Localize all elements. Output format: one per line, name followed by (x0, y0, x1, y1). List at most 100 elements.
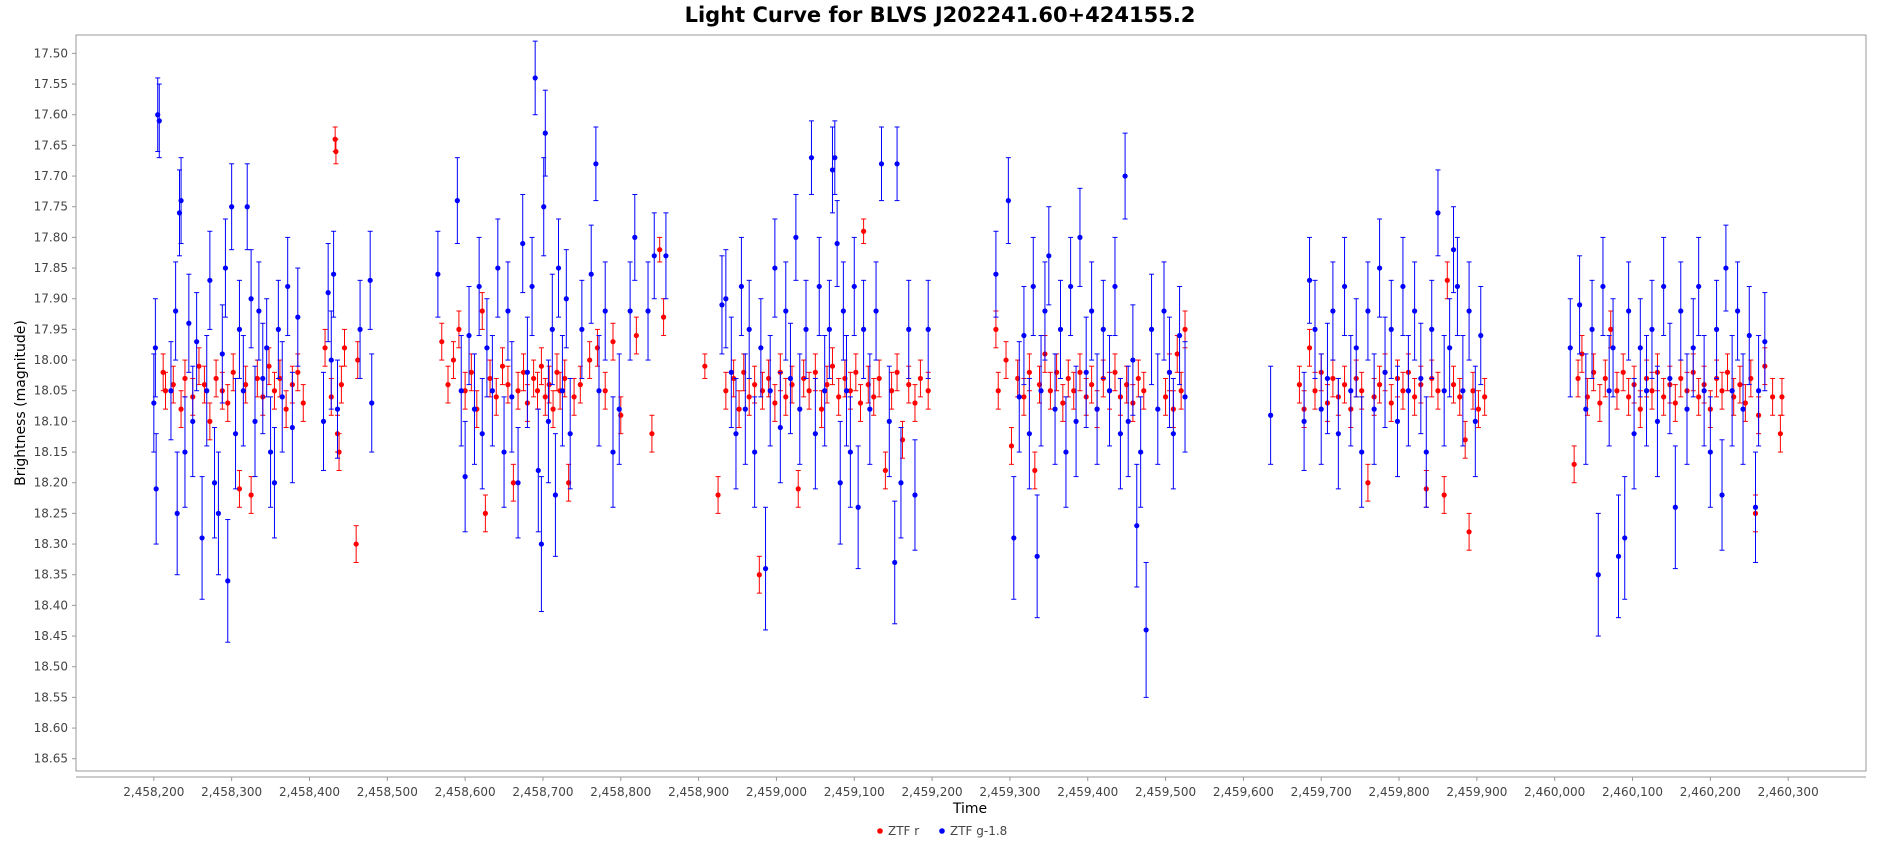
data-point (1719, 388, 1725, 394)
data-point (1021, 332, 1027, 339)
y-tick-label: 17.90 (34, 292, 68, 306)
data-point (236, 486, 243, 492)
data-point (260, 375, 266, 382)
data-point (1073, 418, 1079, 424)
data-point (1296, 382, 1303, 388)
data-point (1571, 461, 1577, 467)
data-point (355, 357, 361, 363)
data-point (1631, 431, 1637, 437)
data-point (529, 283, 535, 290)
data-point (1106, 388, 1113, 394)
data-point (758, 345, 764, 351)
data-point (783, 308, 789, 314)
data-point (1083, 369, 1089, 375)
data-point (1719, 492, 1725, 498)
data-point (538, 541, 545, 547)
data-point (1122, 173, 1128, 179)
data-point (1460, 388, 1466, 394)
data-point (1330, 308, 1336, 314)
data-point (588, 271, 594, 277)
data-point (1047, 388, 1053, 394)
data-point (236, 326, 243, 332)
data-point (1026, 369, 1032, 375)
y-tick-label: 18.60 (34, 721, 68, 735)
x-tick-label: 2,460,200 (1680, 785, 1741, 799)
data-point (532, 75, 538, 81)
data-point (993, 271, 999, 277)
x-tick-label: 2,460,300 (1758, 785, 1819, 799)
data-point (1737, 382, 1743, 388)
data-point (1583, 406, 1589, 412)
data-point (925, 388, 931, 394)
data-point (325, 290, 331, 296)
series-ztf-g (151, 40, 1768, 698)
data-point (535, 467, 541, 474)
data-point (462, 388, 468, 394)
data-point (752, 382, 758, 388)
data-point (207, 277, 213, 283)
y-tick-label: 18.20 (34, 476, 68, 490)
y-tick-label: 17.65 (34, 138, 68, 152)
data-point (752, 449, 758, 455)
data-point (1450, 382, 1457, 388)
data-point (728, 369, 734, 375)
data-point (1130, 357, 1136, 363)
data-point (454, 198, 460, 204)
data-point (1038, 388, 1044, 394)
data-point (1348, 388, 1354, 394)
data-point (816, 283, 822, 290)
y-tick-label: 18.30 (34, 537, 68, 551)
data-point (194, 339, 200, 345)
data-point (541, 204, 547, 210)
data-point (271, 388, 278, 394)
data-point (1746, 332, 1752, 339)
data-point (886, 418, 892, 424)
y-tick-label: 18.15 (34, 445, 68, 459)
x-tick-label: 2,459,200 (902, 785, 963, 799)
data-point (152, 345, 158, 351)
data-point (283, 406, 289, 412)
y-tick-label: 18.65 (34, 752, 68, 766)
legend-label: ZTF g-1.8 (950, 824, 1007, 838)
data-point (1077, 234, 1083, 240)
data-point (1567, 345, 1573, 351)
data-point (723, 296, 729, 302)
data-point (812, 369, 818, 375)
data-point (534, 388, 541, 394)
data-point (733, 431, 739, 437)
data-point (1610, 345, 1616, 351)
data-point (808, 155, 815, 161)
data-point (168, 388, 174, 394)
x-axis: 2,458,200 2,458,300 2,458,400 2,458,500 2,45… (76, 776, 1866, 799)
data-point (1301, 418, 1307, 424)
data-point (229, 204, 235, 210)
data-point (1724, 369, 1731, 375)
data-point (211, 480, 218, 486)
x-tick-label: 2,458,300 (201, 785, 262, 799)
data-point (1400, 388, 1406, 394)
data-point (1148, 326, 1155, 332)
x-tick-label: 2,458,200 (123, 785, 184, 799)
data-point (524, 369, 530, 375)
data-point (1475, 406, 1482, 412)
data-point (1089, 308, 1095, 314)
data-point (267, 449, 274, 455)
data-point (1335, 431, 1341, 437)
data-point (1608, 326, 1614, 332)
data-point (1466, 529, 1472, 535)
x-tick-label: 2,459,900 (1446, 785, 1507, 799)
data-point (357, 326, 363, 332)
data-point (812, 431, 818, 437)
data-point (1068, 283, 1074, 290)
chart-title: Light Curve for BLVS J202241.60+424155.2 (685, 3, 1196, 27)
data-point (1626, 394, 1632, 400)
data-point (254, 375, 260, 382)
data-point (1478, 332, 1484, 339)
x-tick-label: 2,459,300 (979, 785, 1040, 799)
x-tick-label: 2,458,400 (279, 785, 340, 799)
data-point (651, 253, 657, 259)
data-point (554, 369, 560, 375)
data-point (1707, 449, 1713, 455)
x-tick-label: 2,459,800 (1369, 785, 1430, 799)
data-point (1176, 332, 1183, 339)
